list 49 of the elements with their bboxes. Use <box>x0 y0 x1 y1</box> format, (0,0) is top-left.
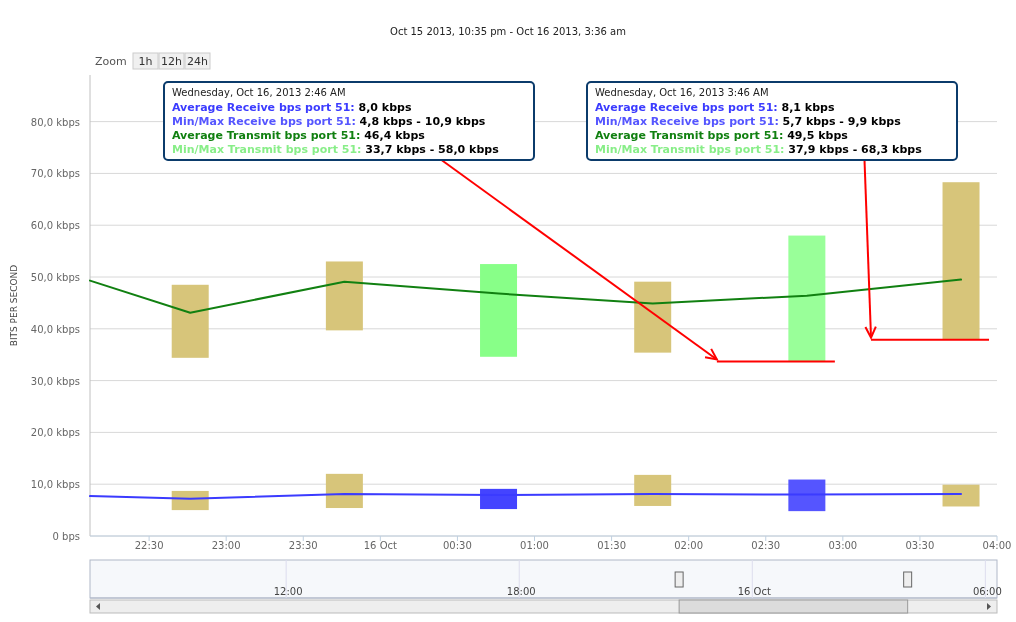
annotation: Average Transmit bps port 51: 49,5 kbps <box>595 129 849 142</box>
line-series <box>89 278 963 314</box>
annotation: Average Transmit bps port 51: 46,4 kbps <box>172 129 426 142</box>
annotation: Min/Max Receive bps port 51: 5,7 kbps - 9,9 kbps <box>595 115 902 128</box>
zoom-buttons: Zoom 1h 12h 24h <box>95 52 211 70</box>
bar <box>942 182 980 340</box>
bar <box>634 281 672 353</box>
x-tick-label: 02:30 <box>751 540 781 551</box>
x-tick-label: 04:00 <box>982 540 1012 551</box>
annotation: Average Receive bps port 51: 8,1 kbps <box>595 101 835 114</box>
y-tick-label: 60,0 kbps <box>30 220 80 232</box>
x-tick-label: 23:00 <box>211 540 241 551</box>
y-tick-label: 10,0 kbps <box>30 479 80 491</box>
y-tick-label: 0 bps <box>52 531 80 542</box>
y-axis-title: BITS PER SECOND <box>9 264 19 347</box>
x2-tick-label: 12:00 <box>273 586 303 597</box>
bar <box>325 473 363 509</box>
x-tick-label: 22:30 <box>134 540 164 551</box>
x-tick-label: 23:30 <box>288 540 318 551</box>
x-tick-label: 03:30 <box>905 540 935 551</box>
bar <box>788 479 826 512</box>
bar <box>480 264 518 357</box>
bar <box>942 484 980 507</box>
bar <box>788 235 826 362</box>
x2-tick-label: 06:00 <box>972 586 1002 597</box>
annotation: Min/Max Transmit bps port 51: 33,7 kbps - 58,0 kbps <box>172 143 500 156</box>
x-tick-label: 03:00 <box>828 540 858 551</box>
chart-title: Oct 15 2013, 10:35 pm - Oct 16 2013, 3:36 am <box>390 26 626 37</box>
x2-tick-label: 18:00 <box>506 586 536 597</box>
x2-tick-label: 16 Oct <box>737 586 771 597</box>
x-tick-label: 01:00 <box>520 540 549 551</box>
annotation: Wednesday, Oct 16, 2013 2:46 AM <box>172 87 346 98</box>
y-tick-label: 30,0 kbps <box>30 375 80 387</box>
y-tick-label: 50,0 kbps <box>30 272 80 284</box>
y-tick-label: 20,0 kbps <box>30 427 80 439</box>
annotation: Wednesday, Oct 16, 2013 3:46 AM <box>595 87 769 98</box>
annotation: Min/Max Receive bps port 51: 4,8 kbps - 10,9 kbps <box>172 115 486 128</box>
annotation: Average Receive bps port 51: 8,0 kbps <box>172 101 412 114</box>
bar <box>325 261 363 331</box>
y-tick-label: 80,0 kbps <box>30 116 80 128</box>
y-tick-label: 40,0 kbps <box>30 323 80 335</box>
x-tick-label: 01:30 <box>597 540 626 551</box>
y-tick-label: 70,0 kbps <box>30 168 80 180</box>
x-tick-label: 16 Oct <box>363 540 398 551</box>
x-tick-label: 00:30 <box>443 540 472 551</box>
bar <box>171 284 209 358</box>
bar <box>634 474 672 506</box>
x-tick-label: 02:00 <box>674 540 704 551</box>
annotation: Min/Max Transmit bps port 51: 37,9 kbps - 68,3 kbps <box>595 143 923 156</box>
